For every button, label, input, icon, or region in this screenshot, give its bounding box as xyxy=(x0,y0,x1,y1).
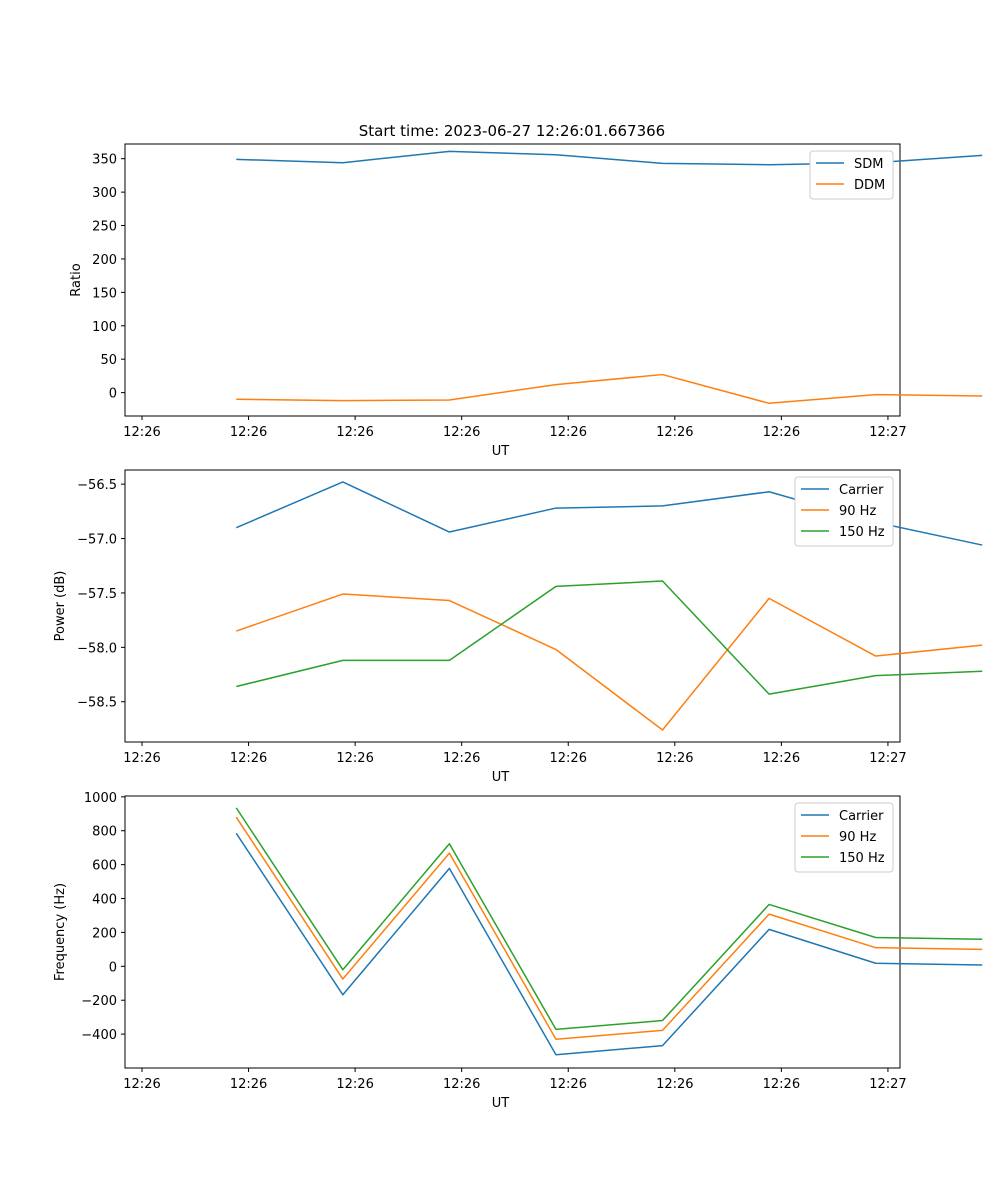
legend-label: DDM xyxy=(854,178,885,193)
x-tick-label: 12:26 xyxy=(550,751,587,766)
legend-box xyxy=(794,802,894,873)
legend-label: 150 Hz xyxy=(839,525,885,540)
y-tick-label: −400 xyxy=(81,1028,117,1043)
y-tick-label: 250 xyxy=(92,220,117,235)
series-line xyxy=(235,832,983,1056)
y-tick-label: 50 xyxy=(100,353,117,368)
x-tick-label: 12:26 xyxy=(123,1077,160,1092)
y-tick-label: 200 xyxy=(92,253,117,268)
x-axis-label: UT xyxy=(492,444,510,459)
y-axis-label: Ratio xyxy=(69,263,84,296)
chart-panels: 12:26 12:26 12:26 12:26 12:26 12:26 12:26 12:27… xyxy=(53,143,983,1111)
x-axis-label: UT xyxy=(492,1096,510,1111)
x-tick-label: 12:26 xyxy=(230,751,267,766)
series-line xyxy=(235,816,983,1040)
x-tick-label: 12:26 xyxy=(230,425,267,440)
y-tick-label: 300 xyxy=(92,186,117,201)
legend-label: SDM xyxy=(854,157,883,172)
x-tick-label: 12:26 xyxy=(336,1077,373,1092)
plot-area xyxy=(124,795,901,1069)
x-tick-label: 12:26 xyxy=(123,751,160,766)
x-tick-label: 12:26 xyxy=(550,1077,587,1092)
y-tick-label: 200 xyxy=(92,926,117,941)
series-line xyxy=(236,580,983,695)
x-tick-label: 12:26 xyxy=(763,1077,800,1092)
x-tick-label: 12:26 xyxy=(443,425,480,440)
x-axis-label: UT xyxy=(492,770,510,785)
y-tick-label: −57.0 xyxy=(77,533,117,548)
chart-panel: 12:26 12:26 12:26 12:26 12:26 12:26 12:26 12:27… xyxy=(53,791,983,1111)
y-tick-label: 350 xyxy=(92,153,117,168)
legend-label: 90 Hz xyxy=(839,504,876,519)
legend-label: Carrier xyxy=(839,483,884,498)
x-tick-label: 12:26 xyxy=(656,1077,693,1092)
x-tick-label: 12:26 xyxy=(763,425,800,440)
x-tick-label: 12:27 xyxy=(869,1077,906,1092)
y-tick-label: 600 xyxy=(92,859,117,874)
series-line xyxy=(235,807,983,1031)
y-tick-label: −57.5 xyxy=(77,587,117,602)
plot-area xyxy=(124,143,901,417)
plot-area xyxy=(124,469,901,743)
y-tick-label: 0 xyxy=(109,960,117,975)
x-tick-label: 12:26 xyxy=(656,425,693,440)
series-line xyxy=(236,373,983,405)
legend-label: Carrier xyxy=(839,809,884,824)
y-tick-label: −200 xyxy=(81,994,117,1009)
x-tick-label: 12:27 xyxy=(869,751,906,766)
x-tick-label: 12:26 xyxy=(656,751,693,766)
y-tick-label: −58.0 xyxy=(77,641,117,656)
x-tick-label: 12:26 xyxy=(763,751,800,766)
legend-box xyxy=(794,476,894,547)
y-tick-label: 1000 xyxy=(84,791,117,806)
figure-title: Start time: 2023-06-27 12:26:01.667366 xyxy=(359,122,665,140)
y-tick-label: 150 xyxy=(92,286,117,301)
x-tick-label: 12:26 xyxy=(336,751,373,766)
y-tick-label: −56.5 xyxy=(77,478,117,493)
x-tick-label: 12:26 xyxy=(336,425,373,440)
legend-label: 150 Hz xyxy=(839,851,885,866)
x-tick-label: 12:26 xyxy=(443,751,480,766)
x-tick-label: 12:26 xyxy=(230,1077,267,1092)
x-tick-label: 12:26 xyxy=(123,425,160,440)
x-tick-label: 12:27 xyxy=(869,425,906,440)
legend-label: 90 Hz xyxy=(839,830,876,845)
y-tick-label: 100 xyxy=(92,320,117,335)
chart-panel: 12:26 12:26 12:26 12:26 12:26 12:26 12:26 12:27… xyxy=(69,143,983,459)
y-axis-label: Frequency (Hz) xyxy=(53,883,68,981)
y-tick-label: 0 xyxy=(109,387,117,402)
x-tick-label: 12:26 xyxy=(443,1077,480,1092)
y-tick-label: 800 xyxy=(92,825,117,840)
y-axis-label: Power (dB) xyxy=(53,571,68,642)
x-tick-label: 12:26 xyxy=(550,425,587,440)
series-line xyxy=(236,593,983,731)
chart-panel: 12:26 12:26 12:26 12:26 12:26 12:26 12:26 12:27… xyxy=(53,469,983,785)
y-tick-label: 400 xyxy=(92,893,117,908)
y-tick-label: −58.5 xyxy=(77,696,117,711)
